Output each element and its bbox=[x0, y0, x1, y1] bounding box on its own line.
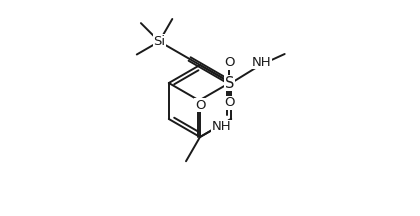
Text: NH: NH bbox=[251, 56, 271, 68]
Text: S: S bbox=[225, 76, 234, 91]
Text: Si: Si bbox=[153, 35, 165, 48]
Text: NH: NH bbox=[211, 121, 231, 133]
Text: O: O bbox=[224, 97, 235, 110]
Text: O: O bbox=[224, 57, 235, 70]
Text: O: O bbox=[195, 98, 205, 111]
